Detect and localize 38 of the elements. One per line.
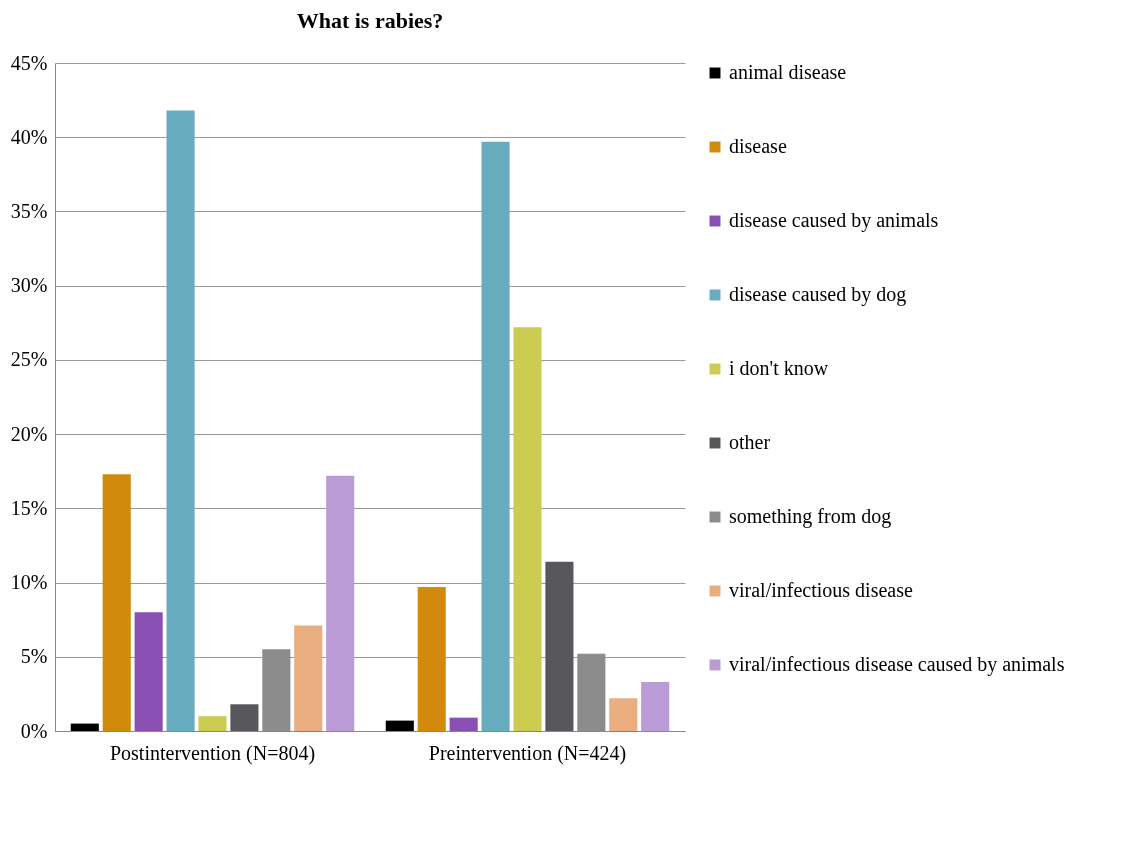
bar [609,698,638,731]
bar [102,474,131,731]
legend-label: disease [729,135,787,157]
bar [513,327,542,731]
bar [198,716,227,731]
legend-label: disease caused by animals [729,209,939,232]
legend-label: other [729,431,771,453]
legend-label: animal disease [729,61,847,83]
bar [70,723,99,731]
bar [449,717,478,731]
y-tick-label: 5% [20,645,48,668]
legend-label: viral/infectious disease caused by animals [729,653,1065,676]
y-tick-label: 10% [10,571,48,594]
legend-label: i don't know [729,357,829,379]
bar [166,110,195,731]
y-tick-label: 15% [10,496,48,519]
bar [230,704,259,731]
bar [417,587,446,731]
bar [385,720,414,731]
legend-label: disease caused by dog [729,283,907,306]
legend-label: viral/infectious disease [729,579,913,601]
y-tick-label: 35% [10,199,48,222]
bar [641,682,670,731]
x-tick-label: Postintervention (N=804) [109,741,316,765]
y-tick-label: 30% [10,274,48,297]
bar [481,141,510,731]
y-tick-label: 20% [10,422,48,445]
y-tick-label: 25% [10,348,48,371]
legend-label: something from dog [729,505,892,528]
y-tick-label: 0% [20,719,48,742]
x-tick-label: Preintervention (N=424) [428,741,627,765]
bar [294,625,323,731]
bar [545,561,574,731]
bar [134,612,163,731]
y-tick-label: 40% [10,125,48,148]
chart-title: What is rabies? [296,8,444,33]
y-tick-label: 45% [10,51,48,74]
bar [326,475,355,731]
